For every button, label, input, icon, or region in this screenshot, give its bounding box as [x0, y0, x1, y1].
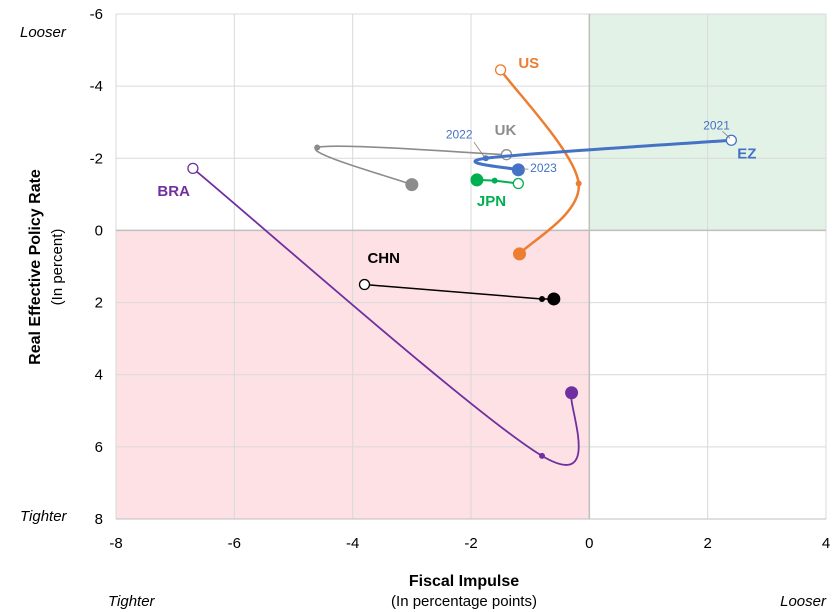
series-label-chn: CHN [367, 250, 400, 267]
year-leader-2022 [473, 141, 485, 157]
chn-point-start [358, 278, 371, 291]
tick-labels: -8 -6 -4 -2 0 2 4 -6 -4 -2 0 2 4 6 8 [90, 6, 831, 552]
ez-path [473, 138, 732, 172]
series-label-uk: UK [495, 122, 517, 139]
x-tick-label: -4 [346, 535, 359, 552]
y-tick-label: 6 [95, 439, 103, 456]
year-label-2021: 2021 [703, 118, 730, 132]
y-tick-label: 0 [95, 222, 103, 239]
series-paths [187, 64, 737, 466]
chn-point-end [547, 292, 561, 306]
jpn-point-end [470, 173, 484, 187]
x-tick-label: 2 [703, 535, 711, 552]
y-tick-label: 4 [95, 367, 103, 384]
jpn-point-start [512, 177, 524, 190]
x-axis-subtitle: (In percentage points) [391, 593, 537, 610]
year-label-2023: 2023 [530, 161, 557, 175]
y-tick-label: 8 [95, 511, 103, 528]
series-label-ez: EZ [737, 145, 756, 162]
x-tick-label: -8 [109, 535, 122, 552]
corner-label-bottom-right-x: Looser [780, 593, 827, 610]
bra-point-mid [539, 452, 545, 459]
us-point-mid [575, 180, 582, 187]
y-tick-label: -2 [90, 150, 103, 167]
us-point-start [494, 64, 507, 76]
year-label-2022: 2022 [446, 127, 473, 141]
corner-label-bottom-left-y: Tighter [20, 508, 68, 525]
us-point-end [513, 247, 527, 261]
uk-point-end [405, 178, 419, 192]
series-labels: US UK EZ JPN CHN BRA 2021 2022 2023 [157, 55, 756, 267]
ez-point-end [511, 163, 525, 177]
bra-path [192, 167, 580, 466]
corner-label-bottom-left-x: Tighter [108, 593, 156, 610]
axes [116, 14, 826, 520]
bra-point-end [565, 386, 579, 400]
jpn-point-mid [491, 177, 498, 184]
x-axis-title: Fiscal Impulse [409, 573, 519, 590]
corner-label-top-left: Looser [20, 24, 67, 41]
x-tick-label: 4 [822, 535, 830, 552]
y-axis-title: Real Effective Policy Rate [27, 169, 44, 365]
y-axis-subtitle: (In percent) [49, 229, 66, 306]
y-tick-label: 2 [95, 295, 103, 312]
series-label-bra: BRA [157, 183, 190, 200]
bra-point-start [187, 162, 199, 175]
y-tick-label: -4 [90, 78, 103, 95]
x-tick-label: 0 [585, 535, 593, 552]
chn-point-mid [539, 295, 545, 302]
year-leader-2021 [722, 130, 731, 139]
y-tick-label: -6 [90, 6, 103, 23]
x-tick-label: -6 [228, 535, 241, 552]
series-label-us: US [518, 55, 539, 72]
x-tick-label: -2 [464, 535, 477, 552]
series-label-jpn: JPN [477, 193, 506, 210]
ez-point-mid [482, 155, 489, 162]
uk-point-mid [314, 144, 321, 151]
